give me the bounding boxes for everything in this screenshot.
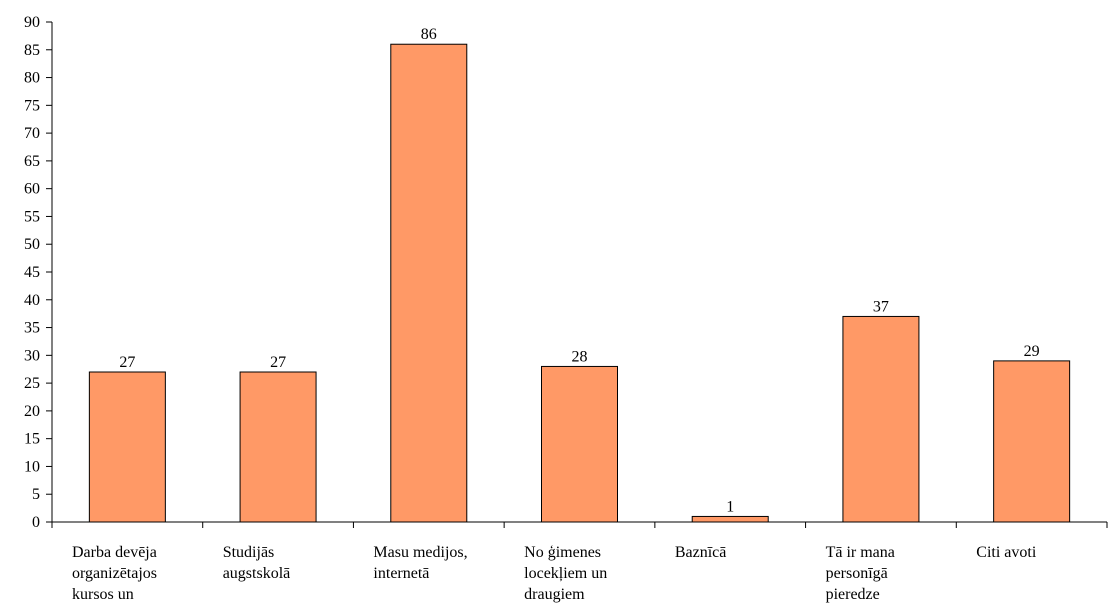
category-label: No ģimenes locekļiem un draugiem: [524, 544, 607, 603]
bar: [239, 371, 317, 523]
y-tick-label: 70: [24, 125, 40, 142]
y-tick-label: 55: [24, 208, 40, 225]
y-tick-label: 20: [24, 403, 40, 420]
category-label-line: pieredze: [826, 586, 880, 603]
category-label-line: Darba devēja: [72, 544, 157, 561]
data-label: 1: [726, 498, 734, 515]
y-tick-label: 25: [24, 375, 40, 392]
data-label: 37: [873, 298, 889, 315]
category-label-line: internetā: [373, 565, 429, 582]
y-tick-label: 80: [24, 70, 40, 87]
y-axis: 0 5 10 15 20 25 30 35 40 45 50 55 60 65 70 75 80 85 90: [24, 14, 53, 531]
data-label: 86: [421, 26, 437, 43]
bar: [842, 315, 920, 523]
category-label-line: kursos un: [72, 586, 134, 603]
category-label-line: Studijās: [223, 544, 275, 561]
bar: [993, 360, 1071, 523]
category-label-line: Tā ir mana: [826, 544, 895, 561]
y-tick-label: 0: [32, 514, 40, 531]
category-label-line: personīgā: [826, 565, 888, 582]
y-tick-label: 40: [24, 292, 40, 309]
y-tick-label: 15: [24, 431, 40, 448]
category-label-line: No ģimenes: [524, 544, 601, 561]
y-tick-label: 5: [32, 486, 40, 503]
bars: [88, 43, 1071, 523]
y-tick-label: 65: [24, 153, 40, 170]
bar: [691, 515, 769, 523]
bar: [88, 371, 166, 523]
category-label-line: Citi avoti: [976, 544, 1037, 561]
category-label: Baznīcā: [675, 544, 727, 561]
category-label-line: Baznīcā: [675, 544, 727, 561]
y-tick-label: 10: [24, 458, 40, 475]
category-label: Masu medijos, internetā: [373, 544, 467, 582]
bar: [541, 365, 618, 523]
y-tick-label: 30: [24, 347, 40, 364]
y-tick-label: 90: [24, 14, 40, 31]
x-axis: [51, 521, 1108, 528]
category-label-line: draugiem: [524, 586, 585, 603]
y-tick-label: 50: [24, 236, 40, 253]
bar: [390, 43, 468, 523]
category-label-line: augstskolā: [223, 565, 291, 582]
category-label: Citi avoti: [976, 544, 1037, 561]
category-label-line: locekļiem un: [524, 565, 607, 582]
y-tick-label: 85: [24, 42, 40, 59]
data-label: 28: [572, 348, 588, 365]
y-tick-label: 45: [24, 264, 40, 281]
category-label-line: Masu medijos,: [373, 544, 467, 561]
y-tick-label: 60: [24, 181, 40, 198]
category-label: Studijās augstskolā: [223, 544, 291, 582]
data-label: 27: [270, 354, 286, 371]
data-labels: 27 27 86 28 1 37 29: [119, 26, 1039, 515]
data-label: 27: [119, 354, 135, 371]
data-label: 29: [1024, 343, 1040, 360]
category-labels: Darba devēja organizētajos kursos un Studij…: [72, 544, 1037, 603]
y-tick-label: 35: [24, 320, 40, 337]
category-label-line: organizētajos: [72, 565, 157, 582]
category-label: Tā ir mana personīgā pieredze: [826, 544, 895, 603]
y-tick-label: 75: [24, 97, 40, 114]
category-label: Darba devēja organizētajos kursos un: [72, 544, 157, 603]
